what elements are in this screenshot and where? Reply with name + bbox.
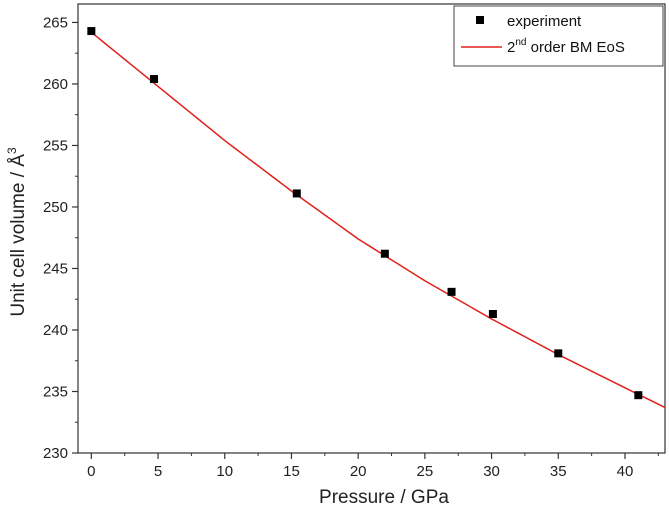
x-tick-label: 25 (417, 463, 434, 480)
x-tick-label: 20 (350, 463, 367, 480)
legend-label-bm-eos-prefix: 2 (507, 39, 515, 56)
y-tick-label: 230 (43, 445, 68, 462)
legend: experiment 2nd order BM EoS (453, 5, 664, 67)
y-axis-title-superscript: 3 (5, 147, 19, 154)
x-axis-ticks: 0 5 10 15 20 25 30 35 40 (87, 453, 659, 480)
data-point-experiment (634, 391, 643, 400)
y-axis-title: Unit cell volume / Å3 (5, 147, 29, 317)
data-point-experiment (554, 349, 563, 358)
data-point-experiment (380, 249, 389, 258)
x-tick-label: 0 (87, 463, 95, 480)
data-point-experiment (447, 287, 456, 296)
x-tick-label: 5 (154, 463, 162, 480)
data-point-experiment (87, 27, 96, 36)
x-tick-label: 35 (550, 463, 567, 480)
x-tick-label: 10 (216, 463, 233, 480)
x-tick-label: 15 (283, 463, 300, 480)
y-axis-title-main: Unit cell volume / Å (8, 154, 29, 317)
plot-area (77, 3, 666, 454)
data-point-experiment (150, 75, 159, 84)
y-tick-label: 250 (43, 199, 68, 216)
x-tick-label: 40 (617, 463, 634, 480)
legend-label-experiment: experiment (507, 13, 582, 30)
plot-frame (77, 3, 666, 454)
y-tick-label: 240 (43, 322, 68, 339)
y-tick-label: 255 (43, 137, 68, 154)
legend-box (453, 5, 664, 67)
legend-label-bm-eos: 2nd order BM EoS (507, 37, 625, 56)
y-axis-ticks: 230 235 240 245 250 255 260 265 (43, 14, 78, 462)
y-tick-label: 265 (43, 14, 68, 31)
data-point-experiment (488, 309, 497, 318)
x-axis-title: Pressure / GPa (319, 487, 449, 508)
data-point-experiment (292, 189, 301, 198)
legend-label-bm-eos-suffix: order BM EoS (526, 39, 624, 56)
y-tick-label: 235 (43, 383, 68, 400)
y-tick-label: 245 (43, 260, 68, 277)
fit-curve-bm-eos (90, 31, 665, 409)
legend-label-bm-eos-sup: nd (515, 37, 526, 48)
x-tick-label: 30 (483, 463, 500, 480)
legend-marker-experiment (476, 16, 484, 24)
y-tick-label: 260 (43, 76, 68, 93)
